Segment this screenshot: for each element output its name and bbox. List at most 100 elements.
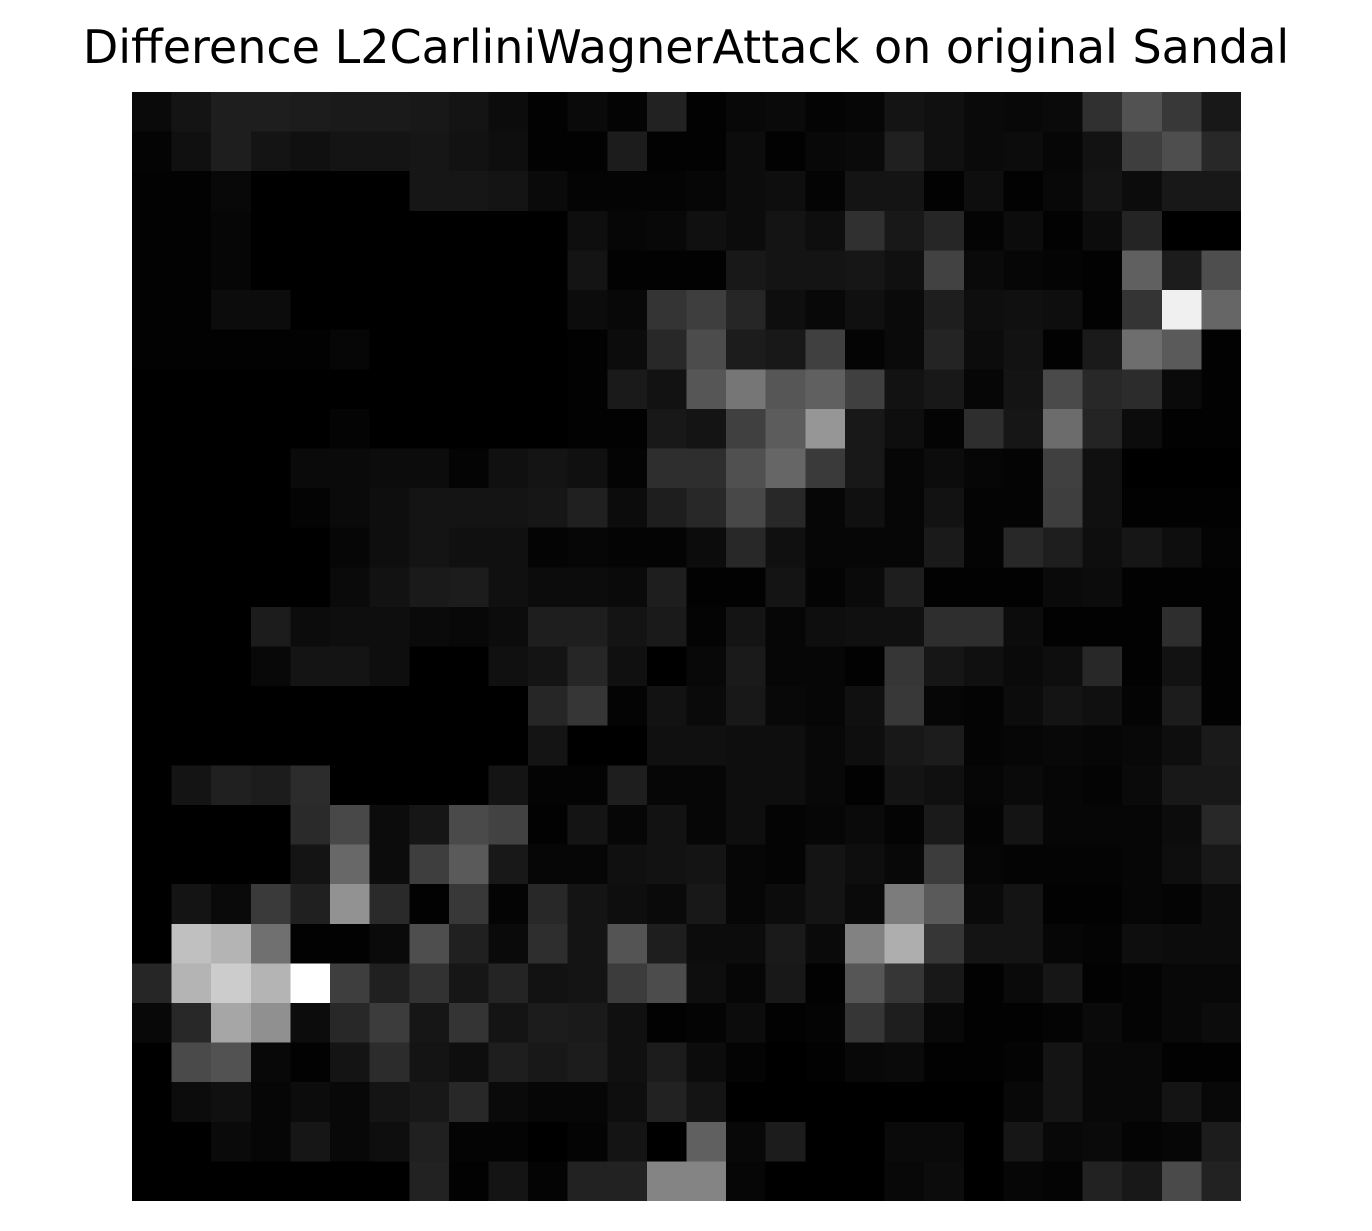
heatmap-cell-r9-c11 [567,448,608,489]
heatmap-cell-r0-c18 [844,92,886,133]
heatmap-cell-r3-c26 [1161,210,1202,252]
heatmap-cell-r2-c3 [250,171,292,212]
heatmap-cell-r9-c14 [686,448,727,489]
heatmap-cell-r18-c1 [171,804,212,846]
heatmap-cell-r8-c5 [330,408,371,450]
heatmap-cell-r16-c8 [448,725,490,766]
heatmap-cell-r15-c14 [686,686,727,727]
heatmap-cell-r6-c18 [844,329,886,370]
heatmap-cell-r19-c22 [1003,844,1044,885]
heatmap-cell-r0-c14 [686,92,727,133]
heatmap-cell-r13-c27 [1201,606,1241,648]
heatmap-cell-r27-c27 [1201,1161,1241,1201]
heatmap-cell-r9-c2 [211,448,252,489]
heatmap-cell-r15-c16 [765,686,806,727]
heatmap-cell-r11-c23 [1042,527,1084,568]
heatmap-cell-r17-c14 [686,765,727,806]
heatmap-cell-r26-c6 [369,1121,410,1162]
heatmap-cell-r8-c13 [646,408,688,450]
heatmap-cell-r16-c24 [1082,725,1123,766]
heatmap-cell-r16-c16 [765,725,806,766]
heatmap-cell-r15-c18 [844,686,886,727]
heatmap-cell-r22-c17 [805,963,846,1004]
heatmap-cell-r6-c12 [607,329,648,370]
heatmap-cell-r18-c11 [567,804,608,846]
heatmap-cell-r25-c5 [330,1082,371,1123]
heatmap-cell-r14-c21 [963,646,1004,687]
heatmap-cell-r16-c12 [607,725,648,766]
heatmap-cell-r17-c10 [528,765,569,806]
heatmap-cell-r15-c11 [567,686,608,727]
heatmap-cell-r20-c14 [686,884,727,925]
heatmap-cell-r22-c25 [1122,963,1163,1004]
heatmap-cell-r14-c10 [528,646,569,687]
heatmap-cell-r19-c2 [211,844,252,885]
heatmap-cell-r23-c6 [369,1002,410,1044]
heatmap-cell-r8-c19 [884,408,925,450]
heatmap-cell-r21-c13 [646,923,688,964]
heatmap-cell-r5-c7 [409,290,450,331]
heatmap-cell-r18-c17 [805,804,846,846]
heatmap-cell-r23-c11 [567,1002,608,1044]
heatmap-cell-r15-c4 [290,686,331,727]
heatmap-cell-r23-c16 [765,1002,806,1044]
heatmap-cell-r8-c15 [726,408,767,450]
heatmap-cell-r10-c13 [646,488,688,529]
heatmap-cell-r19-c14 [686,844,727,885]
heatmap-cell-r21-c12 [607,923,648,964]
heatmap-cell-r24-c13 [646,1042,688,1083]
heatmap-cell-r5-c16 [765,290,806,331]
heatmap-cell-r2-c22 [1003,171,1044,212]
heatmap-cell-r24-c27 [1201,1042,1241,1083]
heatmap-cell-r10-c2 [211,488,252,529]
heatmap-cell-r14-c26 [1161,646,1202,687]
heatmap-cell-r26-c17 [805,1121,846,1162]
heatmap-cell-r2-c18 [844,171,886,212]
heatmap-cell-r25-c19 [884,1082,925,1123]
heatmap-cell-r1-c6 [369,131,410,172]
heatmap-cell-r14-c13 [646,646,688,687]
heatmap-cell-r7-c14 [686,369,727,410]
heatmap-cell-r0-c20 [924,92,965,133]
heatmap-cell-r23-c13 [646,1002,688,1044]
heatmap-cell-r9-c26 [1161,448,1202,489]
heatmap-cell-r6-c13 [646,329,688,370]
heatmap-cell-r20-c3 [250,884,292,925]
heatmap-cell-r4-c4 [290,250,331,291]
heatmap-cell-r2-c6 [369,171,410,212]
heatmap-cell-r11-c1 [171,527,212,568]
heatmap-cell-r7-c26 [1161,369,1202,410]
heatmap-cell-r1-c20 [924,131,965,172]
heatmap-cell-r10-c11 [567,488,608,529]
heatmap-cell-r13-c0 [132,606,173,648]
heatmap-cell-r12-c13 [646,567,688,608]
heatmap-cell-r1-c15 [726,131,767,172]
heatmap-cell-r16-c4 [290,725,331,766]
heatmap-cell-r20-c0 [132,884,173,925]
heatmap-cell-r0-c13 [646,92,688,133]
heatmap-cell-r24-c24 [1082,1042,1123,1083]
heatmap-cell-r5-c5 [330,290,371,331]
heatmap-cell-r3-c12 [607,210,648,252]
heatmap-cell-r18-c3 [250,804,292,846]
heatmap-cell-r18-c5 [330,804,371,846]
heatmap-cell-r15-c7 [409,686,450,727]
heatmap-cell-r3-c3 [250,210,292,252]
heatmap-cell-r12-c12 [607,567,648,608]
heatmap-cell-r17-c15 [726,765,767,806]
heatmap-cell-r22-c27 [1201,963,1241,1004]
heatmap-cell-r5-c23 [1042,290,1084,331]
heatmap-cell-r24-c17 [805,1042,846,1083]
heatmap-cell-r1-c18 [844,131,886,172]
heatmap-cell-r16-c25 [1122,725,1163,766]
heatmap-cell-r19-c21 [963,844,1004,885]
heatmap-cell-r25-c2 [211,1082,252,1123]
heatmap-cell-r8-c17 [805,408,846,450]
heatmap-cell-r5-c19 [884,290,925,331]
heatmap-cell-r12-c26 [1161,567,1202,608]
heatmap-cell-r1-c1 [171,131,212,172]
heatmap-cell-r13-c19 [884,606,925,648]
heatmap-cell-r10-c4 [290,488,331,529]
heatmap-cell-r18-c15 [726,804,767,846]
heatmap-cell-r12-c22 [1003,567,1044,608]
